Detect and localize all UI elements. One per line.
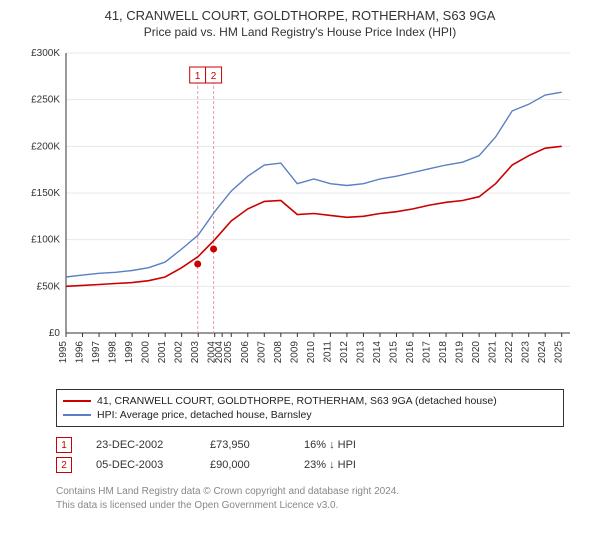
svg-text:2019: 2019 — [455, 341, 466, 364]
marker-badge: 1 — [56, 437, 72, 453]
svg-text:1995: 1995 — [58, 341, 69, 364]
svg-text:£300K: £300K — [31, 48, 60, 59]
svg-text:2016: 2016 — [405, 341, 416, 364]
svg-text:2006: 2006 — [240, 341, 251, 364]
svg-text:1998: 1998 — [108, 341, 119, 364]
svg-text:1996: 1996 — [75, 341, 86, 364]
svg-text:£50K: £50K — [37, 281, 61, 292]
svg-text:2001: 2001 — [157, 341, 168, 364]
svg-text:2013: 2013 — [355, 341, 366, 364]
title-main: 41, CRANWELL COURT, GOLDTHORPE, ROTHERHA… — [10, 8, 590, 23]
svg-text:£100K: £100K — [31, 235, 60, 246]
svg-text:2007: 2007 — [256, 341, 267, 364]
svg-text:2000: 2000 — [141, 341, 152, 364]
detail-price: £90,000 — [210, 459, 280, 471]
line-chart-svg: £0 £50K £100K £150K £200K £250K £300K 1995 1996 1… — [10, 43, 590, 383]
svg-text:£250K: £250K — [31, 95, 60, 106]
svg-text:2021: 2021 — [488, 341, 499, 364]
detail-price: £73,950 — [210, 439, 280, 451]
chart-area: £0 £50K £100K £150K £200K £250K £300K 1995 1996 1… — [10, 43, 590, 383]
legend-swatch — [63, 400, 91, 402]
svg-text:1: 1 — [195, 71, 201, 82]
legend-item: HPI: Average price, detached house, Barn… — [63, 408, 557, 422]
svg-text:2003: 2003 — [190, 341, 201, 364]
marker-badge: 2 — [56, 457, 72, 473]
detail-row: 1 23-DEC-2002 £73,950 16% ↓ HPI — [56, 435, 564, 455]
svg-text:2005: 2005 — [223, 341, 234, 364]
svg-text:2011: 2011 — [322, 341, 333, 363]
svg-text:2: 2 — [211, 71, 217, 82]
svg-text:£200K: £200K — [31, 141, 60, 152]
svg-text:2014: 2014 — [372, 341, 383, 364]
svg-text:2012: 2012 — [339, 341, 350, 364]
detail-pct: 23% ↓ HPI — [304, 459, 394, 471]
legend-label: HPI: Average price, detached house, Barn… — [97, 409, 312, 421]
svg-text:1999: 1999 — [124, 341, 135, 364]
svg-text:£150K: £150K — [31, 188, 60, 199]
svg-text:£0: £0 — [49, 328, 61, 339]
svg-text:2018: 2018 — [438, 341, 449, 364]
svg-text:2023: 2023 — [521, 341, 532, 364]
svg-text:2009: 2009 — [289, 341, 300, 364]
svg-text:2017: 2017 — [422, 341, 433, 364]
marker-details: 1 23-DEC-2002 £73,950 16% ↓ HPI 2 05-DEC… — [56, 435, 564, 475]
footer-attribution: Contains HM Land Registry data © Crown c… — [56, 485, 564, 512]
legend-item: 41, CRANWELL COURT, GOLDTHORPE, ROTHERHA… — [63, 394, 557, 408]
legend: 41, CRANWELL COURT, GOLDTHORPE, ROTHERHA… — [56, 389, 564, 427]
svg-text:2002: 2002 — [174, 341, 185, 364]
detail-pct: 16% ↓ HPI — [304, 439, 394, 451]
svg-text:2025: 2025 — [554, 341, 565, 364]
detail-date: 23-DEC-2002 — [96, 439, 186, 451]
svg-text:2010: 2010 — [306, 341, 317, 364]
legend-label: 41, CRANWELL COURT, GOLDTHORPE, ROTHERHA… — [97, 395, 497, 407]
svg-text:1997: 1997 — [91, 341, 102, 364]
svg-text:2020: 2020 — [471, 341, 482, 364]
title-sub: Price paid vs. HM Land Registry's House … — [10, 25, 590, 39]
svg-text:2022: 2022 — [504, 341, 515, 364]
svg-text:2024: 2024 — [537, 341, 548, 364]
footer-line: Contains HM Land Registry data © Crown c… — [56, 485, 564, 499]
legend-box: 41, CRANWELL COURT, GOLDTHORPE, ROTHERHA… — [56, 389, 564, 427]
svg-text:2008: 2008 — [273, 341, 284, 364]
detail-date: 05-DEC-2003 — [96, 459, 186, 471]
detail-row: 2 05-DEC-2003 £90,000 23% ↓ HPI — [56, 455, 564, 475]
legend-swatch — [63, 414, 91, 416]
svg-text:2015: 2015 — [388, 341, 399, 364]
footer-line: This data is licensed under the Open Gov… — [56, 499, 564, 513]
chart-titles: 41, CRANWELL COURT, GOLDTHORPE, ROTHERHA… — [0, 0, 600, 43]
